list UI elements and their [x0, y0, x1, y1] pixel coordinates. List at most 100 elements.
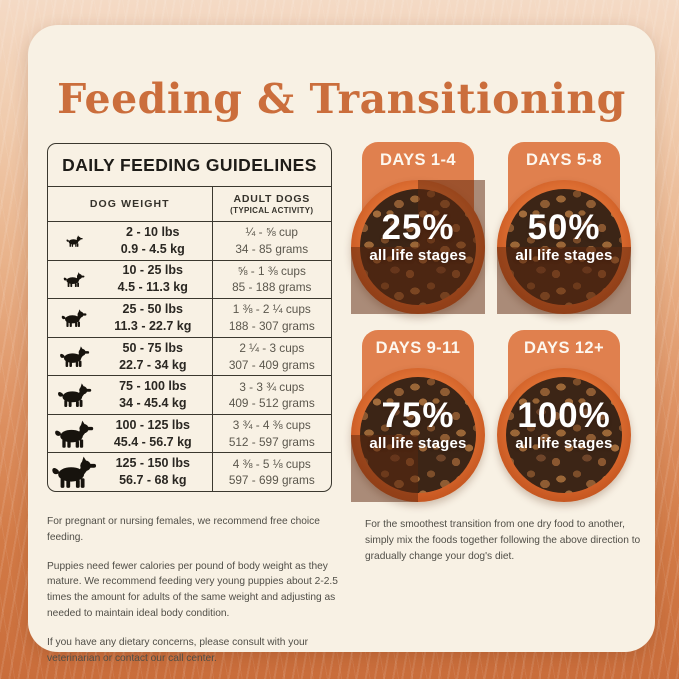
- feeding-amount-cell: 1 ⅜ - 2 ¼ cups 188 - 307 grams: [213, 299, 331, 337]
- dog-weight-cell: 100 - 125 lbs 45.4 - 56.7 kg: [48, 414, 213, 453]
- table-body: 2 - 10 lbs 0.9 - 4.5 kg ¼ - ⅝ cup 34 - 8…: [48, 222, 331, 491]
- dog-weight-cell: 125 - 150 lbs 56.7 - 68 kg: [48, 453, 213, 491]
- table-row: 2 - 10 lbs 0.9 - 4.5 kg ¼ - ⅝ cup 34 - 8…: [48, 222, 331, 261]
- feeding-amount-cell: 4 ⅜ - 5 ⅛ cups 597 - 699 grams: [213, 453, 331, 491]
- weight-lbs: 25 - 50 lbs: [122, 302, 183, 317]
- weight-kg: 22.7 - 34 kg: [119, 357, 187, 372]
- weight-values: 125 - 150 lbs 56.7 - 68 kg: [100, 455, 212, 489]
- dog-icon: [48, 383, 100, 408]
- table-row: 50 - 75 lbs 22.7 - 34 kg 2 ¼ - 3 cups 30…: [48, 337, 331, 377]
- weight-lbs: 125 - 150 lbs: [115, 456, 190, 471]
- dog-weight-cell: 50 - 75 lbs 22.7 - 34 kg: [48, 337, 213, 376]
- amount-cups: 2 ¼ - 3 cups: [239, 341, 305, 355]
- amount-grams: 34 - 85 grams: [235, 241, 309, 256]
- table-subheader: DOG WEIGHT ADULT DOGS (TYPICAL ACTIVITY): [48, 187, 331, 222]
- weight-kg: 4.5 - 11.3 kg: [117, 280, 188, 295]
- percent-label: 25%: [381, 208, 455, 247]
- amount-grams: 409 - 512 grams: [228, 396, 315, 411]
- weight-values: 10 - 25 lbs 4.5 - 11.3 kg: [100, 262, 212, 296]
- days-label: DAYS 12+: [523, 339, 605, 357]
- amount-cups: 3 ¾ - 4 ⅜ cups: [232, 418, 311, 433]
- transition-step: DAYS 9-11 75% all life stages: [348, 330, 488, 502]
- amount-grams: 512 - 597 grams: [228, 434, 315, 449]
- dog-icon: [48, 272, 100, 287]
- weight-kg: 34 - 45.4 kg: [119, 396, 187, 411]
- weight-lbs: 50 - 75 lbs: [122, 340, 183, 355]
- weight-values: 50 - 75 lbs 22.7 - 34 kg: [100, 340, 212, 374]
- dog-icon: [48, 235, 100, 247]
- info-card: Feeding & Transitioning DAILY FEEDING GU…: [28, 25, 655, 664]
- life-stages-label: all life stages: [369, 247, 467, 264]
- weight-values: 100 - 125 lbs 45.4 - 56.7 kg: [100, 417, 212, 451]
- feeding-amount-cell: ⅝ - 1 ⅜ cups 85 - 188 grams: [213, 261, 331, 299]
- weight-values: 2 - 10 lbs 0.9 - 4.5 kg: [100, 224, 212, 258]
- feeding-amount-cell: 2 ¼ - 3 cups 307 - 409 grams: [213, 338, 331, 376]
- transition-footnote-text: For the smoothest transition from one dr…: [365, 519, 641, 562]
- table-row: 75 - 100 lbs 34 - 45.4 kg 3 - 3 ¾ cups 4…: [48, 376, 331, 415]
- feeding-amount-cell: 3 ¾ - 4 ⅜ cups 512 - 597 grams: [213, 415, 331, 453]
- amount-cups: 1 ⅜ - 2 ¼ cups: [232, 302, 311, 317]
- table-row: 125 - 150 lbs 56.7 - 68 kg 4 ⅜ - 5 ⅛ cup…: [48, 453, 331, 491]
- weight-values: 75 - 100 lbs 34 - 45.4 kg: [100, 378, 212, 412]
- table-row: 25 - 50 lbs 11.3 - 22.7 kg 1 ⅜ - 2 ¼ cup…: [48, 299, 331, 338]
- weight-kg: 45.4 - 56.7 kg: [113, 434, 192, 449]
- dog-icon: [48, 420, 100, 448]
- weight-lbs: 100 - 125 lbs: [115, 417, 190, 432]
- table-title: DAILY FEEDING GUIDELINES: [48, 144, 331, 187]
- column-header-dog-weight: DOG WEIGHT: [48, 187, 213, 221]
- days-label: DAYS 1-4: [380, 151, 456, 169]
- transition-footnote: For the smoothest transition from one dr…: [365, 517, 647, 564]
- life-stages-label: all life stages: [369, 435, 467, 452]
- feeding-footnote-text: If you have any dietary concerns, please…: [47, 636, 309, 664]
- transition-step: DAYS 12+ 100% all life stages: [494, 330, 634, 502]
- kibble-texture-icon: [506, 377, 622, 493]
- dog-icon: [48, 456, 100, 489]
- mix-ratio-text: 100% all life stages: [494, 396, 634, 453]
- percent-label: 50%: [527, 208, 601, 247]
- weight-lbs: 10 - 25 lbs: [122, 263, 183, 278]
- feeding-amount-cell: 3 - 3 ¾ cups 409 - 512 grams: [213, 376, 331, 414]
- dog-weight-cell: 2 - 10 lbs 0.9 - 4.5 kg: [48, 222, 213, 260]
- dog-icon: [48, 346, 100, 368]
- mix-ratio-text: 25% all life stages: [348, 208, 488, 265]
- amount-cups: ⅝ - 1 ⅜ cups: [237, 263, 306, 278]
- dog-weight-cell: 75 - 100 lbs 34 - 45.4 kg: [48, 376, 213, 414]
- feeding-amount-cell: ¼ - ⅝ cup 34 - 85 grams: [213, 222, 331, 260]
- typical-activity-label: (TYPICAL ACTIVITY): [230, 206, 314, 215]
- amount-cups: 3 - 3 ¾ cups: [239, 379, 305, 394]
- table-row: 100 - 125 lbs 45.4 - 56.7 kg 3 ¾ - 4 ⅜ c…: [48, 414, 331, 454]
- weight-kg: 11.3 - 22.7 kg: [114, 318, 192, 333]
- transition-step: DAYS 5-8 50% all life stages: [494, 142, 634, 314]
- transition-steps: DAYS 1-4 25% all life stages DAYS 5-8 50…: [348, 142, 634, 502]
- feeding-footnotes: For pregnant or nursing females, we reco…: [47, 514, 339, 679]
- dog-weight-cell: 10 - 25 lbs 4.5 - 11.3 kg: [48, 260, 213, 299]
- percent-label: 75%: [381, 396, 455, 435]
- weight-kg: 56.7 - 68 kg: [119, 473, 187, 488]
- weight-values: 25 - 50 lbs 11.3 - 22.7 kg: [100, 301, 212, 335]
- weight-lbs: 2 - 10 lbs: [126, 224, 180, 239]
- feeding-footnote-text: Puppies need fewer calories per pound of…: [47, 560, 338, 620]
- transition-step: DAYS 1-4 25% all life stages: [348, 142, 488, 314]
- amount-grams: 85 - 188 grams: [232, 280, 312, 295]
- life-stages-label: all life stages: [515, 435, 613, 452]
- days-label: DAYS 5-8: [526, 151, 602, 169]
- weight-lbs: 75 - 100 lbs: [119, 379, 187, 394]
- amount-cups: ¼ - ⅝ cup: [245, 225, 298, 240]
- amount-cups: 4 ⅜ - 5 ⅛ cups: [232, 456, 311, 471]
- adult-dogs-label: ADULT DOGS: [233, 193, 311, 205]
- feeding-footnote-text: For pregnant or nursing females, we reco…: [47, 516, 320, 543]
- page-title: Feeding & Transitioning: [57, 75, 626, 123]
- amount-grams: 188 - 307 grams: [228, 318, 315, 333]
- dog-icon: [48, 309, 100, 327]
- amount-grams: 597 - 699 grams: [228, 473, 315, 488]
- mix-ratio-text: 75% all life stages: [348, 396, 488, 453]
- life-stages-label: all life stages: [515, 247, 613, 264]
- mix-ratio-text: 50% all life stages: [494, 208, 634, 265]
- percent-label: 100%: [517, 396, 611, 435]
- food-bowl-icon: [497, 368, 631, 502]
- column-header-adult-dogs: ADULT DOGS (TYPICAL ACTIVITY): [213, 187, 331, 221]
- dog-weight-cell: 25 - 50 lbs 11.3 - 22.7 kg: [48, 299, 213, 337]
- days-label: DAYS 9-11: [375, 339, 461, 357]
- weight-kg: 0.9 - 4.5 kg: [120, 241, 185, 256]
